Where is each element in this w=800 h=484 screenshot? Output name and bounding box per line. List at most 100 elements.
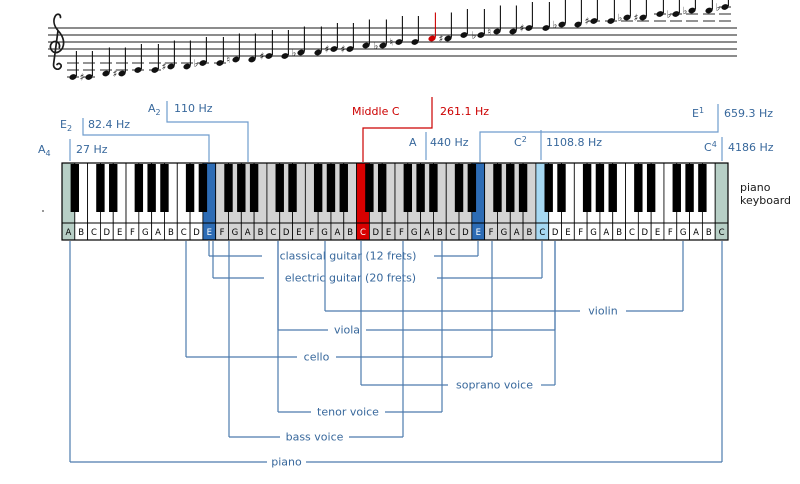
freq-note-name: C4: [704, 140, 717, 154]
black-key: [595, 164, 605, 212]
accidental: ♭: [716, 3, 721, 14]
key-letter: B: [616, 228, 622, 238]
freq-connector: [362, 97, 433, 162]
key-letter: E: [207, 228, 212, 238]
piano-keyboard-label: piano keyboard: [740, 181, 791, 207]
range-label: soprano voice: [456, 379, 533, 392]
note: [477, 32, 485, 38]
note: [574, 21, 582, 28]
freq-value: 82.4 Hz: [88, 118, 130, 131]
instrument-ranges: classical guitar (12 frets) electric guit…: [69, 241, 723, 469]
note: [265, 53, 273, 59]
range-label: violin: [588, 305, 617, 318]
accidental: ♮: [227, 55, 231, 66]
key-letter: C: [181, 228, 187, 238]
key-letter: G: [142, 228, 149, 238]
key-letter: G: [680, 228, 687, 238]
accidental: ♯: [341, 45, 346, 56]
black-key: [275, 164, 284, 212]
range-soprano-voice: soprano voice: [360, 241, 556, 392]
frequency-labels: A4 27 Hz E2 82.4 Hz A2 110 Hz Middle C 261.1 Hz…: [38, 97, 774, 162]
range-label: electric guitar (20 frets): [285, 272, 416, 285]
note: [493, 28, 501, 35]
black-key: [198, 164, 208, 212]
black-key: [544, 164, 553, 212]
range-label: viola: [334, 324, 360, 337]
black-key: [608, 164, 617, 212]
key-letter: C: [91, 228, 97, 238]
key-letter: C: [719, 228, 725, 238]
black-key: [582, 164, 592, 212]
freq-note-name: Middle C: [352, 105, 400, 118]
accidental: ♯: [113, 69, 118, 80]
note: [688, 7, 696, 14]
note: [281, 53, 289, 59]
note: [248, 56, 256, 63]
black-key: [237, 164, 246, 212]
note: [199, 60, 207, 66]
note: [118, 70, 126, 77]
key-letter: G: [411, 228, 418, 238]
key-letter: B: [706, 228, 712, 238]
black-key: [467, 164, 477, 212]
key-letter: D: [104, 228, 111, 238]
black-key: [185, 164, 195, 212]
black-key: [557, 164, 566, 212]
key-letter: C: [629, 228, 635, 238]
key-letter: A: [424, 228, 430, 238]
range-label: cello: [304, 351, 330, 364]
piano-keyboard-label-line2: keyboard: [740, 194, 792, 207]
accidental: ♭: [292, 48, 297, 59]
treble-clef-icon: [49, 13, 65, 71]
note: [134, 67, 142, 73]
note: [216, 60, 224, 66]
accidental: ♭: [667, 10, 672, 21]
note: [362, 42, 370, 49]
note: [721, 4, 729, 10]
key-letter: C: [360, 228, 366, 238]
freq-note-name: E2: [60, 118, 72, 133]
key-letter: E: [386, 228, 391, 238]
black-key: [160, 164, 169, 212]
black-key: [646, 164, 656, 212]
accidental: ♭: [683, 6, 688, 17]
black-key: [377, 164, 387, 212]
black-key: [224, 164, 233, 212]
note: [460, 32, 468, 38]
key-letter: F: [489, 228, 494, 238]
range-violin: violin: [324, 241, 684, 318]
key-letter: E: [296, 228, 301, 238]
freq-note-name: A: [409, 136, 417, 149]
note: [705, 7, 713, 14]
note: [330, 46, 338, 52]
black-key: [288, 164, 297, 212]
black-key: [249, 164, 259, 212]
accidental: ♭: [472, 31, 477, 42]
freq-connector: [479, 104, 719, 162]
key-letter: E: [117, 228, 122, 238]
accidental: ♮: [390, 38, 394, 49]
accidental: ♯: [585, 17, 590, 28]
range-tenor-voice: tenor voice: [277, 241, 443, 419]
black-key: [506, 164, 515, 212]
key-letter: G: [321, 228, 328, 238]
key-letter: C: [539, 228, 545, 238]
freq-note-name: C2: [514, 135, 527, 149]
freq-value: 27 Hz: [76, 143, 108, 156]
key-letter: C: [450, 228, 456, 238]
black-key: [70, 164, 80, 212]
black-key: [416, 164, 425, 212]
key-letter: A: [65, 228, 71, 238]
black-key: [109, 164, 118, 212]
black-key: [403, 164, 413, 212]
freq-note-name: E1: [692, 106, 704, 120]
note: [607, 18, 615, 24]
key-letter: C: [270, 228, 276, 238]
key-letter: B: [258, 228, 264, 238]
key-letter: G: [590, 228, 597, 238]
note: [102, 70, 110, 77]
range-bass-voice: bass voice: [228, 241, 404, 444]
key-letter: B: [527, 228, 533, 238]
